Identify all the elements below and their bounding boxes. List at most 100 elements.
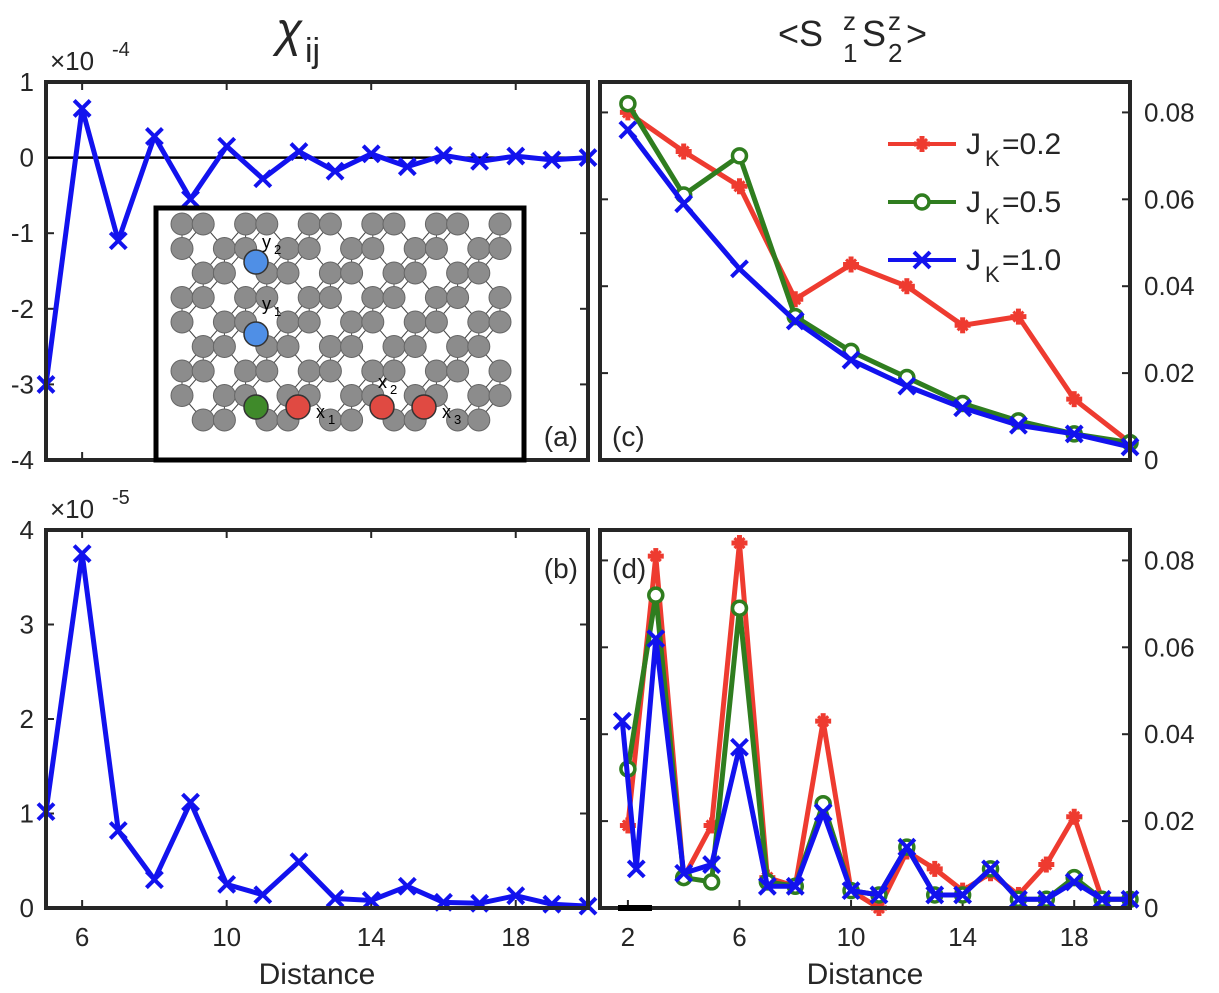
xtick-label: 14 <box>948 922 977 952</box>
title-left: χ ij <box>272 4 320 70</box>
data-point-stroke2 <box>108 821 128 840</box>
data-point <box>647 548 664 565</box>
series-J-K-1-0 <box>612 629 1140 909</box>
panel-label: (a) <box>544 421 578 452</box>
data-point <box>647 586 665 604</box>
series-chi <box>36 99 598 394</box>
title-right: <S z 1 S z 2 > <box>778 6 927 68</box>
lattice-site <box>488 384 512 407</box>
axis-multiplier-exponent: -5 <box>112 487 130 509</box>
data-point <box>217 874 237 894</box>
panel-label: (b) <box>544 553 578 584</box>
lattice-site <box>488 237 512 260</box>
title-right-s2: S <box>862 13 886 54</box>
data-point <box>253 885 273 905</box>
label-y2-base: y <box>262 232 271 252</box>
series-line <box>625 128 1131 450</box>
data-point-stroke2 <box>897 376 917 396</box>
data-point <box>612 711 632 731</box>
data-point-stroke2 <box>897 837 917 857</box>
data-point-stroke2 <box>144 870 164 890</box>
ytick-label: 2 <box>20 704 34 734</box>
lattice-site <box>297 359 321 383</box>
ytick-label: 1 <box>20 67 34 97</box>
label-y1-base: y <box>262 294 271 314</box>
data-point-stroke2 <box>757 876 777 896</box>
lattice-site <box>340 310 364 334</box>
ytick-label: -2 <box>11 294 34 324</box>
lattice-site <box>234 286 258 309</box>
lattice-site <box>467 335 491 358</box>
data-point <box>813 802 833 822</box>
data-point <box>289 852 309 872</box>
data-point-stroke2 <box>1064 872 1084 892</box>
ytick-label: 0 <box>20 893 34 923</box>
data-point-stroke4 <box>677 145 690 158</box>
data-point <box>1010 308 1027 325</box>
data-point-stroke2 <box>612 711 632 731</box>
lattice-site <box>382 359 406 383</box>
panel-d: 0 0.02 0.04 0.06 0.08 2 6 10 14 18 (d) Distance <box>598 528 1195 991</box>
data-point <box>730 737 749 757</box>
title-right-sup1: z <box>843 6 856 36</box>
data-point-stroke4 <box>1068 393 1081 406</box>
data-point-stroke2 <box>981 859 1000 879</box>
data-point <box>361 144 381 164</box>
lattice-site <box>255 286 279 309</box>
data-point <box>674 863 694 883</box>
data-point <box>144 127 164 146</box>
legend-item-jk02: J K =0.2 <box>888 128 1061 171</box>
lattice-site <box>403 237 427 260</box>
lattice-site <box>340 408 364 432</box>
title-right-open: <S <box>778 13 823 54</box>
data-point <box>1036 889 1056 909</box>
data-point-stroke2 <box>869 885 889 905</box>
lattice-site <box>467 384 491 407</box>
data-point <box>731 535 748 552</box>
axis-multiplier: ×10 <box>50 46 94 76</box>
data-point-stroke2 <box>730 737 749 757</box>
data-point-stroke2 <box>674 194 694 214</box>
data-point <box>108 821 128 840</box>
site-y2 <box>243 249 269 275</box>
lattice-site <box>424 286 448 309</box>
lattice-site <box>297 310 321 334</box>
site-x3 <box>411 394 437 420</box>
title-left-subscript: ij <box>305 32 320 70</box>
data-point-stroke2 <box>144 127 164 146</box>
lattice-site <box>191 212 215 236</box>
legend-name-jk05: J <box>966 186 981 219</box>
data-point <box>1066 808 1083 825</box>
data-point <box>925 885 945 905</box>
ytick-label: 0.04 <box>1144 271 1195 301</box>
legend-value-jk05: =0.5 <box>1002 186 1061 219</box>
data-point <box>108 231 128 251</box>
data-point-stroke2 <box>217 874 237 894</box>
legend-item-jk10: J K =1.0 <box>888 244 1061 287</box>
data-point <box>898 278 915 295</box>
title-right-sub2: 2 <box>888 38 902 68</box>
data-point <box>757 876 777 896</box>
legend: J K =0.2 J K =0.5 J K =1.0 <box>888 128 1061 287</box>
lattice-site <box>170 310 194 334</box>
ytick-label: 0.04 <box>1144 719 1195 749</box>
lattice-site <box>191 261 215 285</box>
series-line <box>43 551 589 909</box>
panel-label: (d) <box>612 553 646 584</box>
lattice-inset: y 2 y 1 x 1 x 2 x 3 <box>153 205 527 463</box>
legend-sub-jk02: K <box>985 146 1000 171</box>
lattice-site <box>403 261 427 285</box>
axes-frame <box>44 528 590 910</box>
data-point <box>217 136 237 156</box>
data-point <box>897 376 917 396</box>
inset-labels: y 2 y 1 x 1 x 2 x 3 <box>262 232 461 427</box>
legend-item-jk05: J K =0.5 <box>888 186 1061 229</box>
data-point <box>618 120 638 140</box>
panel-a: -4 -3 -2 -1 0 1 (a) ×10 -4 <box>11 39 598 475</box>
series-line <box>626 110 1132 445</box>
xtick-label: 2 <box>621 922 635 952</box>
data-point <box>730 259 749 279</box>
series-J-K-1-0 <box>618 120 1140 457</box>
data-point-stroke4 <box>900 280 913 293</box>
data-point <box>506 886 526 906</box>
